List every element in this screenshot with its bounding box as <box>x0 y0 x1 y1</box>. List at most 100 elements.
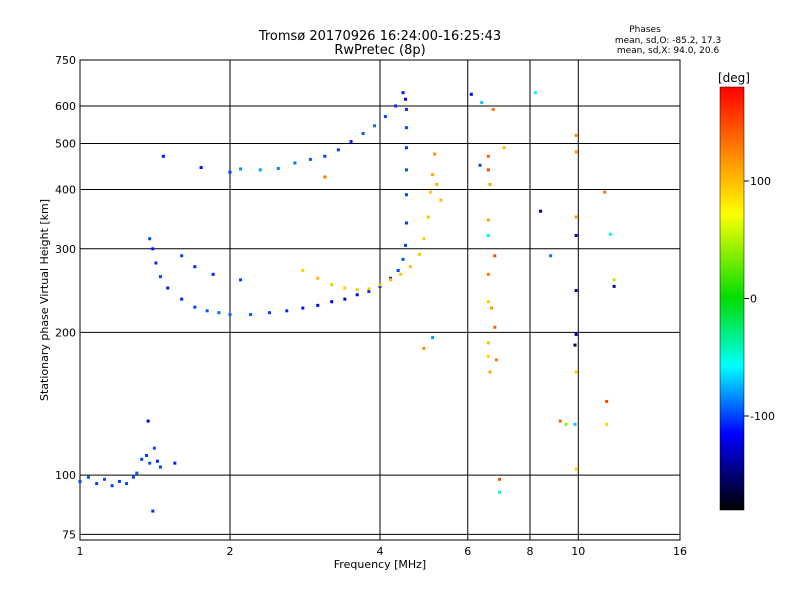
data-point <box>404 193 408 197</box>
data-point <box>396 269 400 273</box>
data-point <box>378 283 382 287</box>
data-point <box>367 289 371 293</box>
chart-title: Tromsø 20170926 16:24:00-16:25:43 <box>258 29 501 44</box>
x-tick-label: 10 <box>571 545 585 558</box>
data-point <box>158 275 162 279</box>
data-point <box>154 261 158 265</box>
data-point <box>558 419 562 423</box>
x-axis-ticks: 1 2 4 6 8 10 16 <box>77 545 688 558</box>
data-point <box>316 303 320 307</box>
data-point <box>431 336 435 340</box>
data-point <box>373 124 377 128</box>
data-point <box>330 283 334 287</box>
data-point <box>404 107 408 111</box>
data-point <box>428 190 432 194</box>
data-point <box>135 471 139 475</box>
y-axis-ticks: 75 100 200 300 400 500 600 750 <box>55 54 76 541</box>
data-point <box>478 163 482 167</box>
data-point <box>486 168 490 172</box>
data-point <box>498 490 502 494</box>
data-point <box>403 243 407 247</box>
data-point <box>249 313 253 317</box>
data-point <box>301 269 305 273</box>
data-point <box>323 154 327 158</box>
data-point <box>494 358 498 362</box>
y-tick-label: 300 <box>55 243 76 256</box>
data-point <box>316 276 320 280</box>
x-tick-label: 6 <box>464 545 471 558</box>
data-point <box>367 287 371 291</box>
x-tick-label: 8 <box>527 545 534 558</box>
data-point <box>486 218 490 222</box>
data-point <box>389 278 393 282</box>
data-point <box>383 115 387 119</box>
data-point <box>103 477 107 481</box>
data-point <box>301 306 305 310</box>
data-point <box>486 272 490 276</box>
data-point <box>148 237 152 241</box>
data-point <box>148 461 152 465</box>
data-point <box>308 157 312 161</box>
y-tick-label: 400 <box>55 184 76 197</box>
data-point <box>573 422 577 426</box>
data-point <box>404 221 408 225</box>
data-point <box>422 346 426 350</box>
data-point <box>401 91 405 95</box>
colorbar-tick-label: 100 <box>750 175 771 188</box>
data-point <box>378 284 382 288</box>
x-tick-label: 1 <box>77 545 84 558</box>
x-tick-label: 4 <box>377 545 384 558</box>
data-point <box>323 175 327 179</box>
data-point <box>355 288 359 292</box>
data-point <box>180 297 184 301</box>
colorbar-tick-label: 0 <box>750 293 757 306</box>
data-point <box>533 91 537 95</box>
data-point <box>574 467 578 471</box>
data-point <box>574 233 578 237</box>
data-point <box>285 309 289 313</box>
phase-box-line-x: mean, sd,X: 94.0, 20.6 <box>617 46 720 56</box>
data-points <box>78 91 616 513</box>
y-axis-label: Stationary phase Virtual Height [km] <box>38 199 51 401</box>
data-point <box>95 482 99 486</box>
data-point <box>173 461 177 465</box>
data-point <box>417 252 421 256</box>
data-point <box>426 215 430 219</box>
data-point <box>549 254 553 258</box>
data-point <box>228 170 232 174</box>
data-point <box>217 311 221 315</box>
data-point <box>469 92 473 96</box>
data-point <box>574 289 578 293</box>
data-point <box>490 306 494 310</box>
data-point <box>408 265 412 269</box>
y-tick-label: 100 <box>55 469 76 482</box>
data-point <box>117 479 121 483</box>
data-point <box>502 146 506 150</box>
colorbar-ticks: 100 0 -100 <box>744 175 775 423</box>
data-point <box>539 209 543 213</box>
data-point <box>211 272 215 276</box>
data-point <box>422 237 426 241</box>
data-point <box>152 446 156 450</box>
y-tick-label: 500 <box>55 138 76 151</box>
data-point <box>480 101 484 105</box>
data-point <box>435 182 439 186</box>
data-point <box>166 286 170 290</box>
data-point <box>573 343 577 347</box>
data-point <box>239 278 243 282</box>
phase-box-title: Phases <box>629 25 661 35</box>
data-point <box>205 309 209 313</box>
data-point <box>361 131 365 135</box>
data-point <box>343 297 347 301</box>
data-point <box>488 182 492 186</box>
data-point <box>488 370 492 374</box>
data-point <box>343 286 347 290</box>
data-point <box>355 293 359 297</box>
data-point <box>267 311 271 315</box>
data-point <box>404 168 408 172</box>
data-point <box>493 254 497 258</box>
data-point <box>110 484 114 488</box>
data-point <box>258 168 262 172</box>
data-point <box>239 167 243 171</box>
data-point <box>603 190 607 194</box>
